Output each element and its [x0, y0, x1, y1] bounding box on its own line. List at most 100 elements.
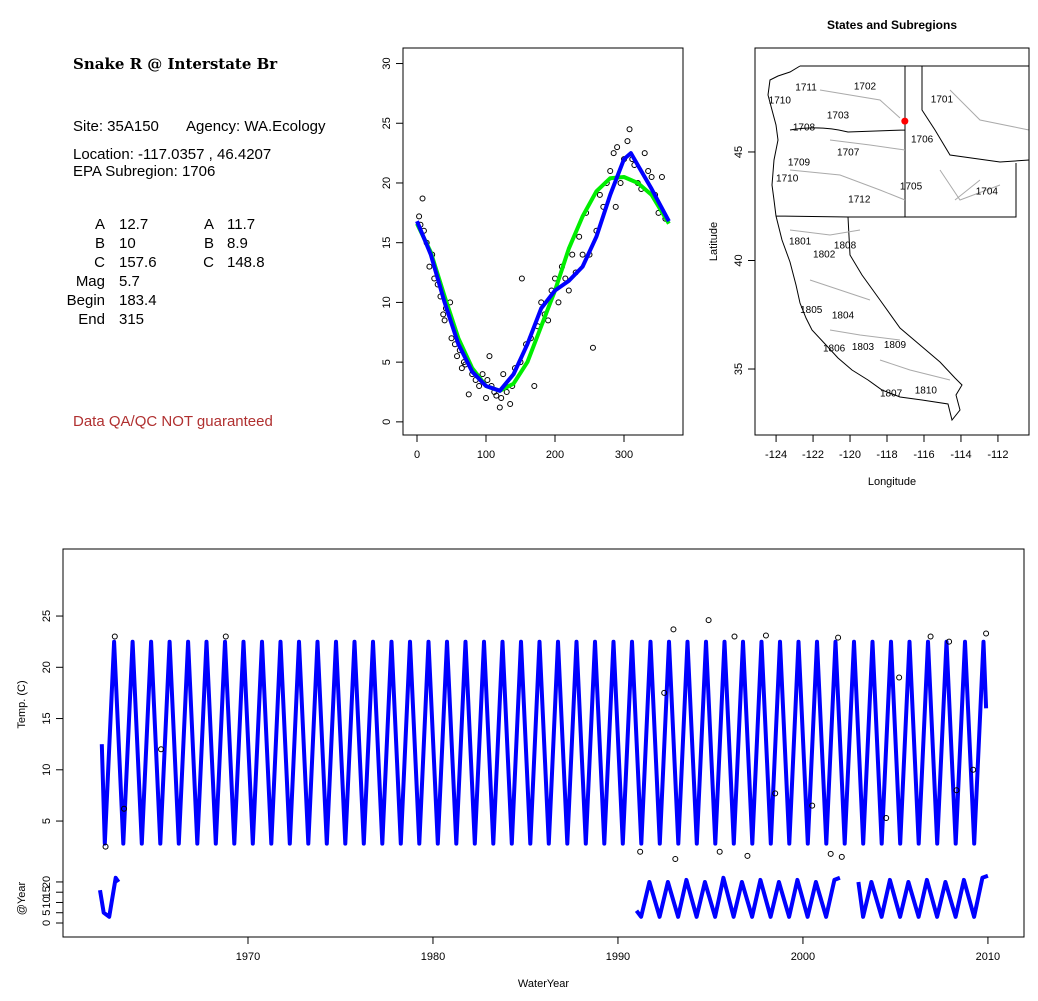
x-tick-label: -112: [987, 449, 1008, 461]
data-point: [596, 191, 603, 198]
data-point: [416, 213, 423, 220]
y-tick-label: 40: [733, 254, 745, 266]
data-point: [953, 787, 960, 794]
data-point: [670, 626, 677, 633]
data-point: [569, 251, 576, 258]
y-tick-label: 0: [381, 419, 393, 425]
x-tick-label: 200: [546, 449, 564, 461]
x-axis-label: Longitude: [868, 476, 916, 488]
data-point: [545, 317, 552, 324]
region-label: 1805: [800, 305, 823, 316]
x-tick-label: -124: [765, 449, 787, 461]
data-point: [610, 150, 617, 157]
data-point: [486, 353, 493, 360]
data-point: [927, 633, 934, 640]
data-point: [648, 174, 655, 180]
data-point: [419, 195, 426, 202]
y-tick-label: 20: [41, 661, 53, 673]
x-tick-label: -120: [839, 449, 861, 461]
data-point: [705, 617, 712, 624]
region-label: 1804: [832, 311, 855, 322]
data-point: [624, 138, 631, 145]
param-value: 10: [119, 235, 136, 252]
y-tick-label: 10: [41, 896, 53, 908]
param-value: 8.9: [227, 235, 248, 252]
chart: 0 100 200 300 0 5 10 15 20 25 30: [381, 47, 684, 461]
site-title: Snake R @ Interstate Br: [73, 55, 278, 73]
data-point: [641, 150, 648, 157]
data-point: [531, 383, 538, 390]
data-point: [579, 251, 586, 258]
data-point: [158, 746, 165, 753]
param-value: 5.7: [119, 273, 140, 290]
x-tick-label: 0: [414, 449, 420, 461]
x-tick-label: 100: [477, 449, 495, 461]
data-point: [441, 317, 448, 324]
agency: Agency: WA.Ecology: [186, 118, 326, 135]
y-tick-label: 15: [41, 886, 53, 898]
y-tick-label: 25: [381, 117, 393, 129]
data-point: [672, 855, 679, 862]
param-name: Begin: [67, 292, 105, 309]
data-point: [744, 852, 751, 859]
data-point: [121, 805, 128, 812]
y-tick-label: 35: [733, 363, 745, 375]
data-line: [99, 639, 989, 846]
region-label: 1710: [769, 96, 792, 107]
data-point: [762, 632, 769, 639]
data-line: [415, 151, 671, 393]
y-tick-label: 45: [733, 146, 745, 158]
data-point: [835, 634, 842, 641]
y-tick-label: 10: [41, 764, 53, 776]
data-point: [448, 335, 455, 342]
data-point: [565, 287, 572, 294]
chart: -124 -122 -120 -118 -116 -114 -112 35 40 45 States…: [708, 18, 1030, 488]
data-point: [827, 850, 834, 857]
x-tick-label: 1980: [421, 951, 445, 963]
info-panel: Snake R @ Interstate Br Site: 35A150 Age…: [67, 55, 326, 430]
region-label: 1701: [931, 95, 954, 106]
param-name: Mag: [76, 273, 105, 290]
data-point: [983, 630, 990, 637]
data-point: [617, 179, 624, 186]
plot-frame: [754, 47, 1030, 436]
region-label: 1703: [827, 111, 850, 122]
data-point: [946, 638, 953, 645]
region-label: 1711: [795, 83, 817, 94]
y-tick-label: 15: [41, 712, 53, 724]
site-marker: [901, 117, 909, 125]
param-name: C: [203, 254, 214, 271]
region-label: 1808: [834, 241, 857, 252]
param-name: A: [95, 216, 105, 233]
region-label: 1706: [911, 135, 934, 146]
param-name: B: [204, 235, 214, 252]
x-axis-label: WaterYear: [518, 978, 569, 990]
data-point: [661, 689, 668, 696]
region-label: 1710: [776, 174, 799, 185]
region-label: 1712: [848, 194, 871, 205]
data-point: [454, 353, 461, 360]
data-point: [500, 371, 507, 378]
region-label: 1705: [900, 182, 923, 193]
x-tick-label: 300: [615, 449, 633, 461]
param-value: 148.8: [227, 254, 265, 271]
x-tick-label: -114: [950, 449, 971, 461]
y-tick-label: 5: [381, 359, 393, 365]
region-label: 1803: [852, 342, 875, 353]
data-point: [896, 674, 903, 681]
state-borders: [767, 65, 1030, 422]
data-point: [518, 275, 525, 282]
param-name: A: [204, 216, 214, 233]
y-tick-label: 5: [41, 910, 53, 916]
y-axis-label: Temp. (C): [16, 680, 28, 728]
y-tick-label: 15: [381, 237, 393, 249]
y-tick-label: 5: [41, 818, 53, 824]
param-value: 315: [119, 311, 144, 328]
data-point: [716, 848, 723, 855]
data-point: [503, 389, 510, 395]
y-axis-label: @Year: [16, 881, 28, 915]
data-point: [507, 400, 514, 407]
region-label: 1707: [837, 148, 860, 159]
